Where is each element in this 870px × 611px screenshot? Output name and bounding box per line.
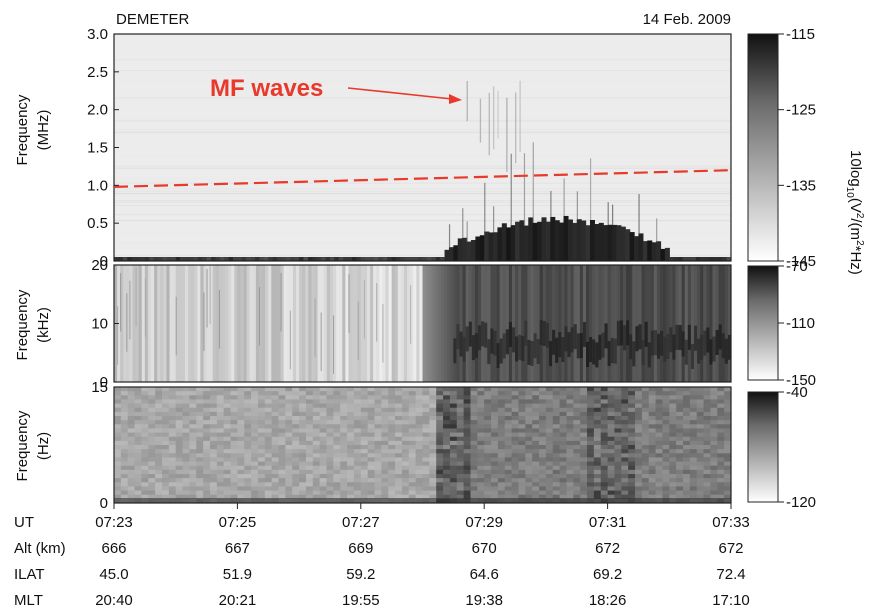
vlf-colorbar <box>747 265 779 381</box>
ytick-label: 10 <box>91 316 108 333</box>
mf-ylabel-line2: (MHz) <box>35 110 52 151</box>
vlf-ylabel-line2: (kHz) <box>35 307 52 343</box>
annotation-arrow-line <box>347 87 453 100</box>
satellite-title: DEMETER <box>116 11 190 28</box>
elf-ylabel: Frequency (Hz) <box>14 410 52 481</box>
colorbar-unit-label: 10log10(V2/(m2*Hz) <box>844 150 865 275</box>
orbit-row-value: 72.4 <box>716 566 745 583</box>
colorbar-tick-label: -125 <box>786 102 816 119</box>
orbit-row-value: 20:40 <box>95 592 133 609</box>
ytick-label: 0 <box>100 253 108 270</box>
ytick-label: 20 <box>91 257 108 274</box>
vlf-spectrogram-image <box>114 265 731 382</box>
ytick-label: 1.0 <box>87 177 108 194</box>
colorbar-tick-label: -150 <box>786 372 816 389</box>
orbit-row-value: 07:31 <box>589 514 627 531</box>
colorbar-tick-label: -135 <box>786 177 816 194</box>
elf-spectrogram-image <box>114 387 731 503</box>
ytick-label: 2.0 <box>87 102 108 119</box>
orbit-row-value: 666 <box>101 540 126 557</box>
colorbar-tick-label: -40 <box>786 384 808 401</box>
orbit-row-value: 69.2 <box>593 566 622 583</box>
mf-cutoff-dashed-line <box>113 169 732 188</box>
orbit-row-value: 45.0 <box>99 566 128 583</box>
orbit-parameter-table: UT 07:23 07:25 07:27 07:29 07:31 07:33 Alt (km)… <box>14 514 750 609</box>
mf-ylabel: Frequency (MHz) <box>14 94 52 165</box>
orbit-row-value: 07:27 <box>342 514 380 531</box>
orbit-row-label: MLT <box>14 592 43 609</box>
ytick-label: 15 <box>91 379 108 396</box>
vlf-colorbar-ticks: -70 -110 -150 <box>778 258 816 389</box>
orbit-row-value: 07:23 <box>95 514 133 531</box>
orbit-row-value: 07:33 <box>712 514 750 531</box>
colorbar-tick-label: -70 <box>786 258 808 275</box>
orbit-row-label: UT <box>14 514 34 531</box>
mf-yticks: 3.0 2.5 2.0 1.5 1.0 0.5 0 <box>87 26 119 270</box>
orbit-row-label: Alt (km) <box>14 540 66 557</box>
elf-colorbar-ticks: -40 -120 <box>778 384 816 511</box>
ytick-label: 1.5 <box>87 140 108 157</box>
elf-colorbar <box>747 391 779 503</box>
date-label: 14 Feb. 2009 <box>643 11 731 28</box>
time-axis-ticks <box>113 503 732 509</box>
colorbar-tick-label: -145 <box>786 253 816 270</box>
orbit-row-value: 59.2 <box>346 566 375 583</box>
colorbar-tick-label: -110 <box>786 315 815 332</box>
orbit-row-value: 07:29 <box>465 514 503 531</box>
elf-yticks: 15 0 <box>91 379 119 512</box>
orbit-row-value: 18:26 <box>589 592 627 609</box>
ytick-label: 3.0 <box>87 26 108 43</box>
orbit-row-value: 51.9 <box>223 566 252 583</box>
orbit-row-value: 669 <box>348 540 373 557</box>
colorbar-tick-label: -120 <box>786 494 816 511</box>
vlf-yticks: 20 10 0 <box>91 257 119 391</box>
ytick-label: 2.5 <box>87 64 108 81</box>
elf-panel-frame <box>113 386 732 504</box>
annotation-arrow-head <box>449 94 462 104</box>
mf-ylabel-line1: Frequency <box>14 94 31 165</box>
orbit-row-value: 672 <box>718 540 743 557</box>
orbit-row-label: ILAT <box>14 566 45 583</box>
ytick-label: 0 <box>100 495 108 512</box>
vlf-ylabel-line1: Frequency <box>14 289 31 360</box>
orbit-row-value: 670 <box>472 540 497 557</box>
elf-ylabel-line2: (Hz) <box>35 432 52 460</box>
orbit-row-value: 64.6 <box>470 566 499 583</box>
mf-colorbar-ticks: -115 -125 -135 -145 <box>778 26 816 270</box>
ytick-label: 0 <box>100 374 108 391</box>
elf-ylabel-line1: Frequency <box>14 410 31 481</box>
ytick-label: 0.5 <box>87 215 108 232</box>
orbit-row-value: 672 <box>595 540 620 557</box>
orbit-row-value: 667 <box>225 540 250 557</box>
vlf-ylabel: Frequency (kHz) <box>14 289 52 360</box>
orbit-row-value: 20:21 <box>219 592 257 609</box>
orbit-row-value: 17:10 <box>712 592 750 609</box>
mf-waves-annotation: MF waves <box>210 75 323 102</box>
mf-spectrogram-image <box>114 34 731 261</box>
mf-colorbar <box>747 33 779 262</box>
orbit-row-value: 07:25 <box>219 514 257 531</box>
orbit-row-value: 19:55 <box>342 592 380 609</box>
colorbar-tick-label: -115 <box>786 26 815 43</box>
orbit-row-value: 19:38 <box>465 592 503 609</box>
